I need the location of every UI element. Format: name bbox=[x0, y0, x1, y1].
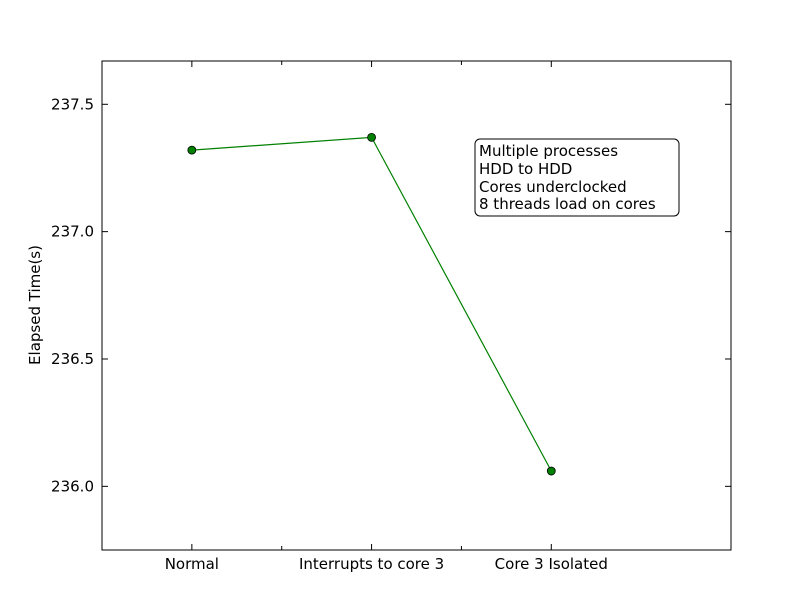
x-tick-label: Interrupts to core 3 bbox=[299, 555, 444, 573]
annotation-line-3: Cores underclocked bbox=[479, 178, 627, 196]
annotation-line-2: HDD to HDD bbox=[479, 160, 572, 178]
x-tick-label: Core 3 Isolated bbox=[495, 555, 608, 573]
data-point bbox=[187, 145, 197, 155]
y-tick-label: 236.0 bbox=[51, 477, 94, 495]
plot-area bbox=[101, 60, 732, 551]
annotation-line-4: 8 threads load on cores bbox=[479, 195, 656, 213]
annotation-box: Multiple processes HDD to HDD Cores unde… bbox=[474, 138, 680, 217]
y-axis-label: Elapsed Time(s) bbox=[26, 245, 44, 365]
annotation-line-1: Multiple processes bbox=[479, 142, 618, 160]
annotation-frame bbox=[474, 138, 680, 217]
x-axis-ticks: Normal Interrupts to core 3 Core 3 Isolate… bbox=[165, 61, 608, 573]
data-point bbox=[546, 466, 556, 476]
y-tick-label: 236.5 bbox=[51, 350, 94, 368]
y-axis-ticks: 236.0 236.5 237.0 237.5 bbox=[51, 95, 731, 495]
series-layer bbox=[187, 133, 556, 476]
y-tick-label: 237.0 bbox=[51, 223, 94, 241]
x-tick-label: Normal bbox=[165, 555, 219, 573]
y-tick-label: 237.5 bbox=[51, 95, 94, 113]
data-point bbox=[367, 133, 376, 142]
